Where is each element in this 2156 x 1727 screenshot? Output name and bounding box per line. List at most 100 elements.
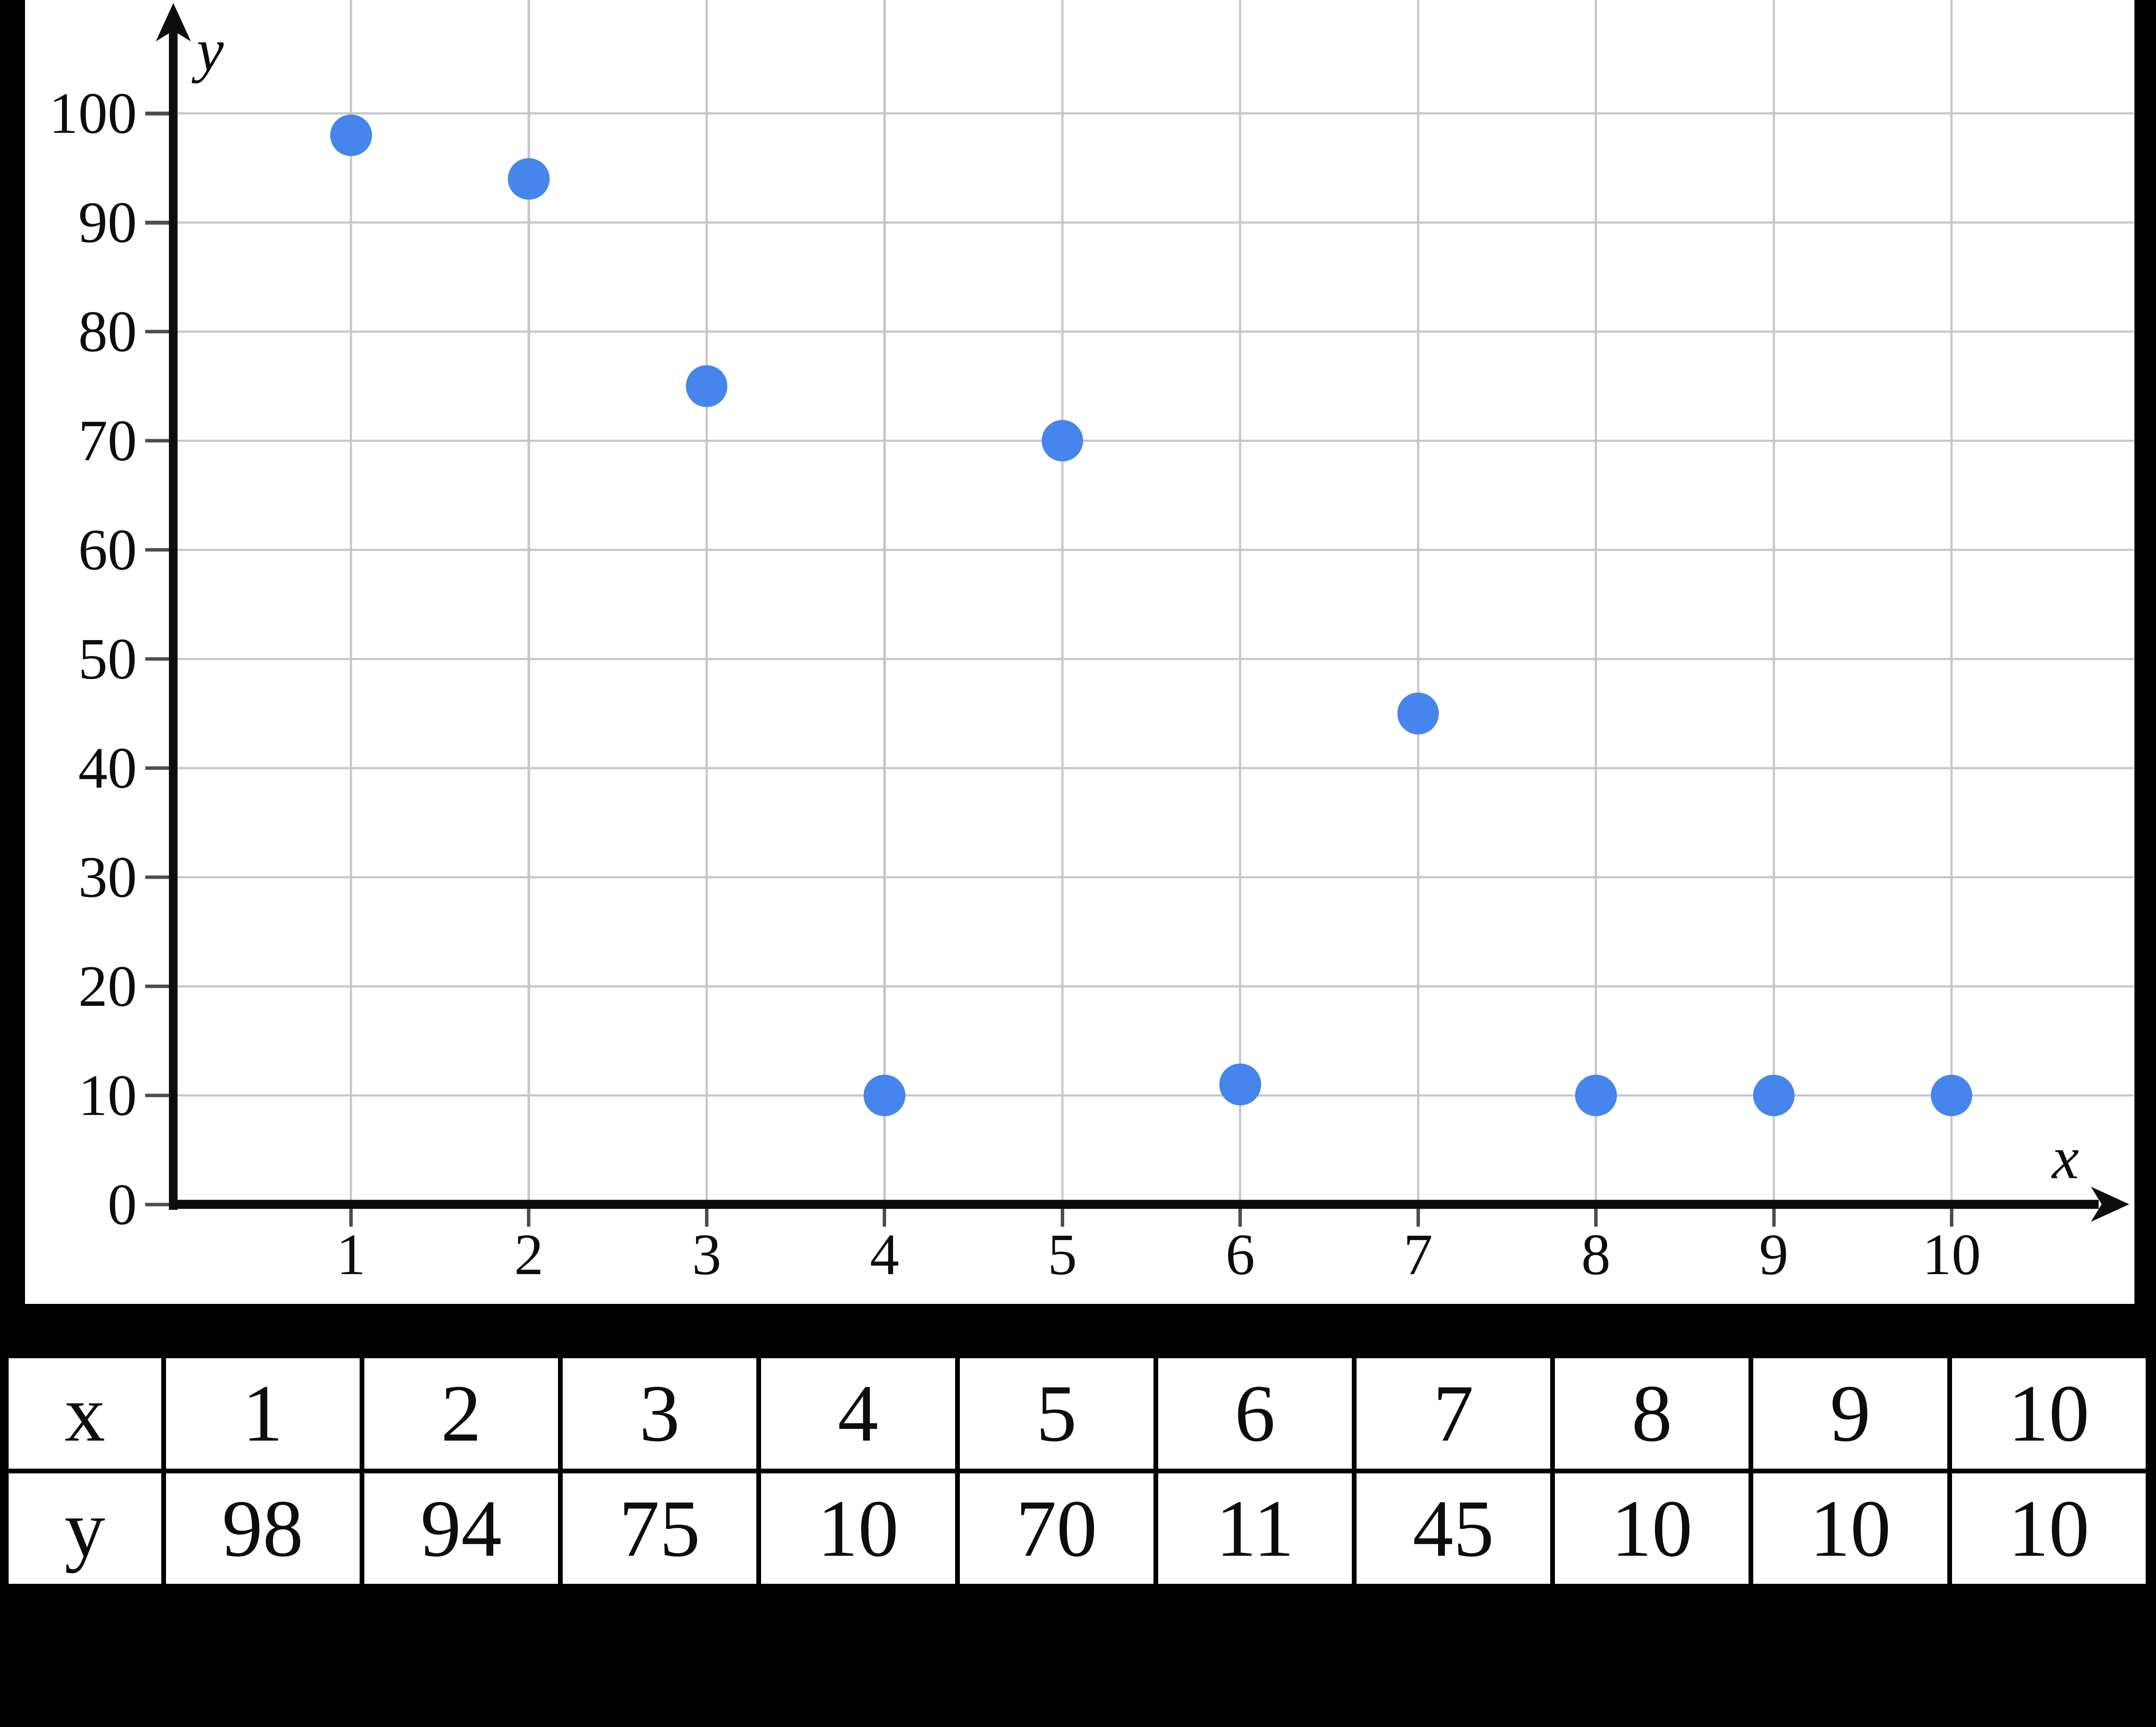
x-tick-label: 4 [870,1222,899,1287]
table-cell: 10 [1947,1468,2151,1589]
data-table-wrap: x 1 2 3 4 5 6 7 8 9 10 y 98 94 75 10 70 11 45 10 10 10 [4,1353,2151,1589]
y-tick-label: 20 [78,954,137,1019]
data-point [1219,1064,1261,1105]
x-axis-tick [349,1205,353,1227]
x-axis-tick [883,1205,887,1227]
x-axis-tick [1772,1205,1776,1227]
grid-layer [173,0,2134,1205]
y-axis-tick [145,875,174,879]
v-gridline [1417,0,1420,1205]
v-gridline [527,0,530,1205]
data-point [686,365,728,407]
x-tick-label: 1 [336,1222,366,1287]
y-axis-tick [145,1203,174,1206]
v-gridline [350,0,352,1205]
y-axis-tick [145,111,174,116]
x-tick-label: 3 [692,1222,721,1287]
y-axis-tick [145,766,174,770]
y-axis-tick [145,1093,174,1097]
y-axis-line [169,25,178,1210]
y-axis-tick [145,220,174,225]
x-axis-label: x [2052,1124,2079,1192]
y-tick-label: 100 [49,81,137,146]
x-axis-line [173,1200,2099,1209]
data-point [1397,693,1439,735]
y-tick-label: 60 [78,517,137,582]
y-tick-label: 50 [78,626,137,691]
h-gridline [173,876,2134,879]
x-axis-tick [1949,1205,1953,1227]
table-cell: 1 [161,1353,364,1473]
y-axis-tick [145,657,174,661]
tick-layer [145,111,1953,1227]
y-axis-arrowhead-icon [156,3,191,41]
y-tick-label: 70 [78,408,137,473]
table-cell: 10 [1749,1468,1952,1589]
h-gridline [173,767,2134,769]
table-cell: 10 [756,1468,960,1589]
data-point [1930,1074,1973,1116]
h-gridline [173,658,2134,660]
table-cell: 6 [1153,1353,1357,1473]
table-cell: 5 [955,1353,1158,1473]
data-point [330,114,372,156]
table-cell: 11 [1153,1468,1357,1589]
data-point [864,1074,906,1116]
points-layer [330,114,1973,1116]
v-gridline [705,0,708,1205]
y-tick-label: 40 [78,735,137,801]
table-row: y 98 94 75 10 70 11 45 10 10 10 [4,1468,2151,1589]
table-body: x 1 2 3 4 5 6 7 8 9 10 y 98 94 75 10 70 11 45 10 10 10 [4,1353,2151,1589]
data-point [1575,1074,1617,1116]
data-point [1753,1074,1795,1116]
table-cell: 70 [955,1468,1158,1589]
y-tick-label: 30 [78,845,137,910]
table-cell: 94 [359,1468,563,1589]
table-cell: 7 [1351,1353,1555,1473]
table-cell: 2 [359,1353,563,1473]
table-row: x 1 2 3 4 5 6 7 8 9 10 [4,1353,2151,1473]
data-point [1041,420,1083,462]
v-gridline [1239,0,1241,1205]
x-axis-tick [1238,1205,1242,1227]
y-tick-label: 80 [78,299,137,364]
table-cell: 8 [1550,1353,1754,1473]
table-cell: 45 [1351,1468,1555,1589]
table-cell: 98 [161,1468,364,1589]
x-tick-label: 10 [1922,1222,1981,1287]
v-gridline [1950,0,1953,1205]
x-axis-arrowhead-icon [2091,1187,2129,1222]
x-tick-label: 7 [1403,1222,1433,1287]
v-gridline [1772,0,1775,1205]
v-gridline [1061,0,1064,1205]
table-cell: 3 [558,1353,761,1473]
table-row-header: y [4,1468,166,1589]
h-gridline [173,440,2134,442]
x-axis-tick [705,1205,708,1227]
x-axis-tick [1060,1205,1064,1227]
table-cell: 9 [1749,1353,1952,1473]
data-table: x 1 2 3 4 5 6 7 8 9 10 y 98 94 75 10 70 11 45 10 10 10 [4,1353,2151,1589]
y-axis-tick [145,548,174,552]
x-axis-tick [527,1205,531,1227]
x-axis-tick [1594,1205,1598,1227]
x-tick-label: 5 [1047,1222,1077,1287]
table-cell: 4 [756,1353,960,1473]
x-tick-label: 2 [514,1222,544,1287]
table-cell: 10 [1550,1468,1754,1589]
x-tick-label: 8 [1581,1222,1611,1287]
tick-labels-layer: 1 2 3 4 5 6 7 8 9 10 0 10 20 30 40 50 60 70 80 90 100 [49,81,1981,1287]
y-tick-label: 10 [78,1063,137,1128]
y-axis-tick [145,439,174,443]
x-tick-label: 9 [1759,1222,1789,1287]
v-gridline [883,0,886,1205]
table-row-header: x [4,1353,166,1473]
h-gridline [173,985,2134,988]
h-gridline [173,221,2134,224]
x-tick-label: 6 [1225,1222,1255,1287]
v-gridline [1595,0,1597,1205]
y-axis-tick [145,984,174,988]
h-gridline [173,112,2134,115]
h-gridline [173,1094,2134,1097]
